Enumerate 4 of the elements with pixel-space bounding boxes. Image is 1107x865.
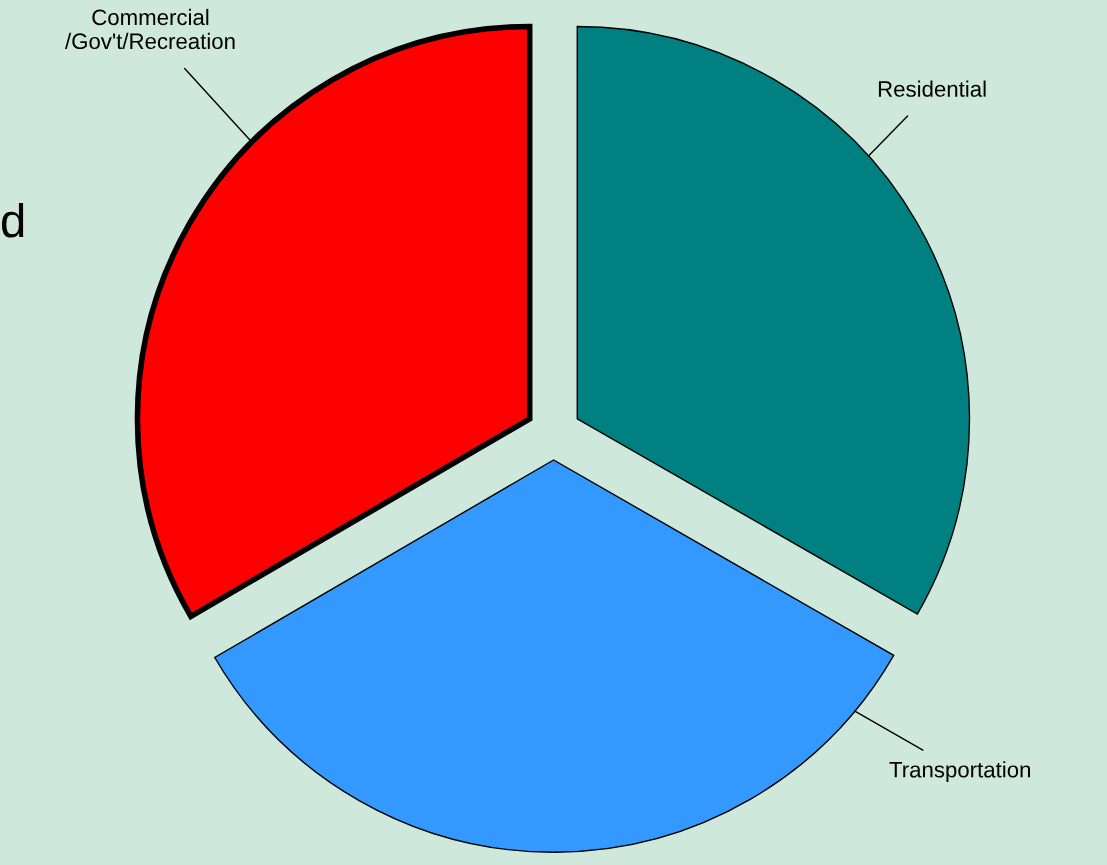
slice-label: Transportation xyxy=(889,761,1030,782)
text: d xyxy=(1,202,24,238)
slice-label: Residential xyxy=(878,80,986,97)
slice-label: Commercial /Gov't/Recreation xyxy=(65,8,235,50)
